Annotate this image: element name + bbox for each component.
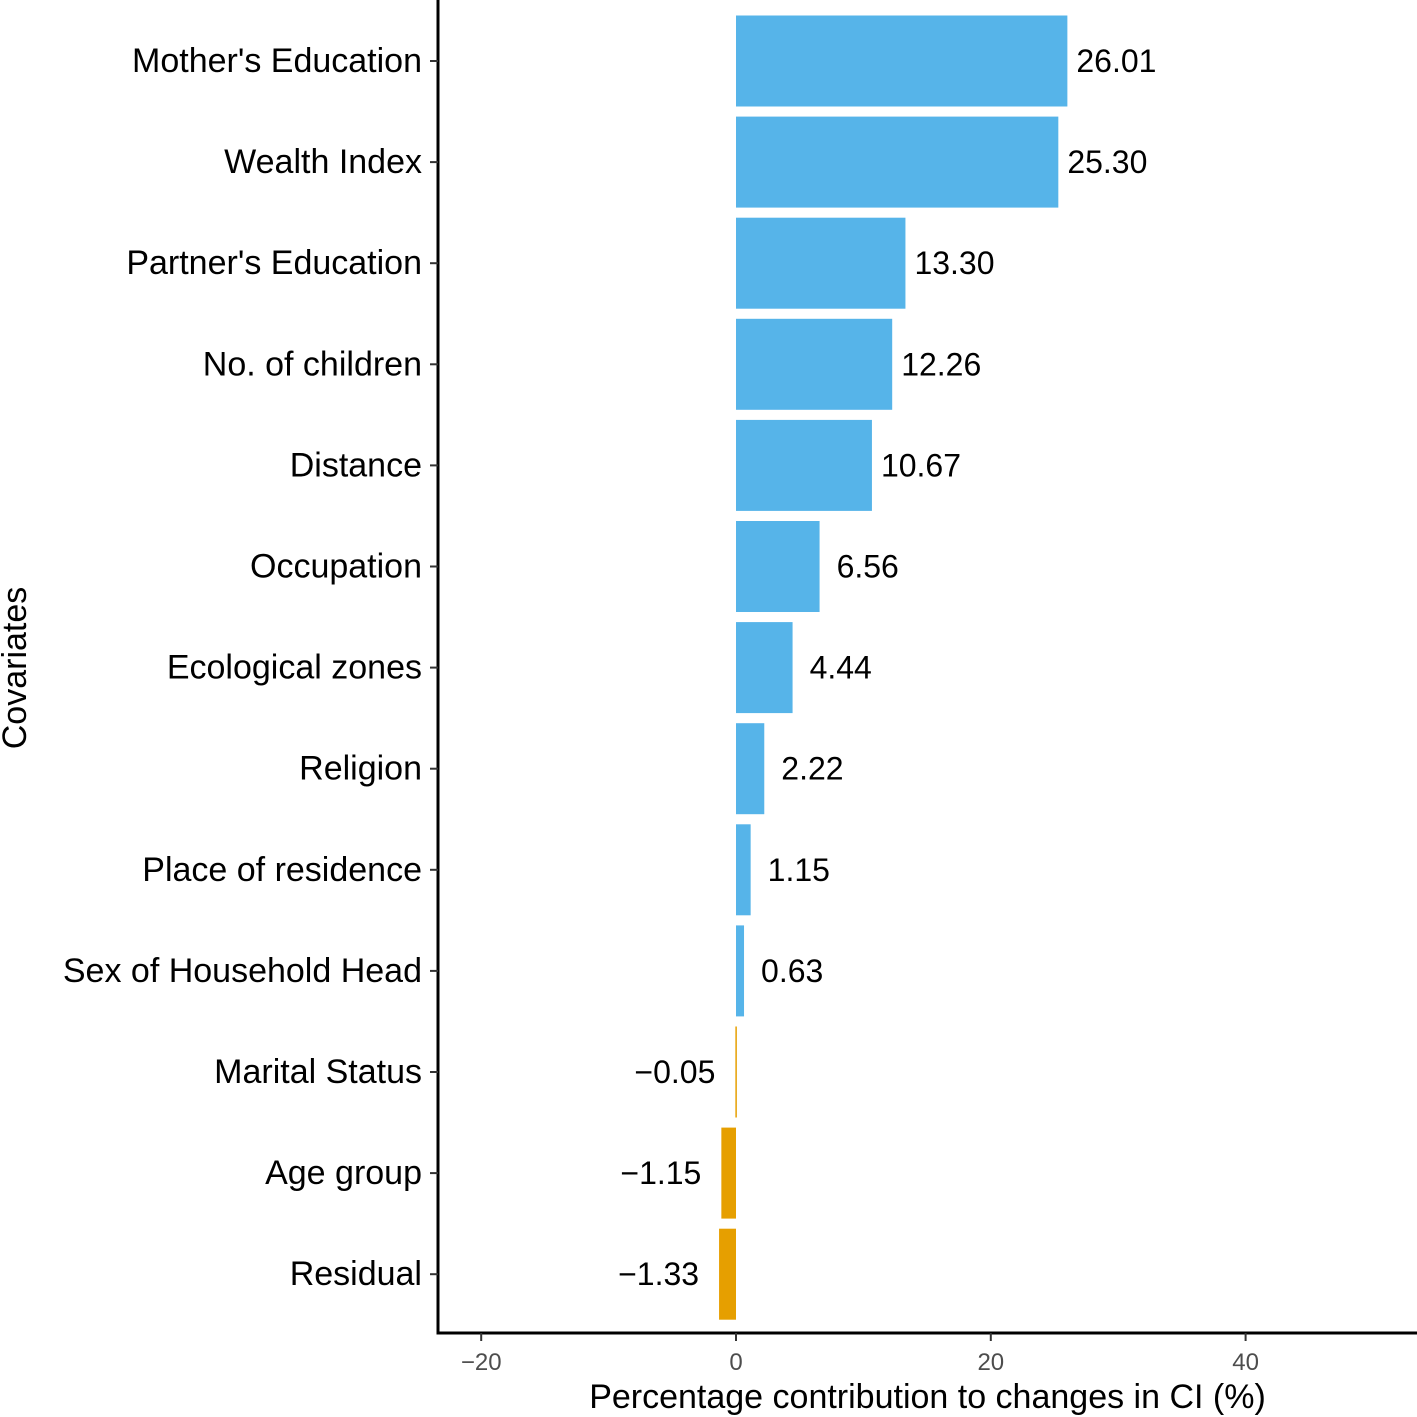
y-tick-label-partner-s-education: Partner's Education	[126, 244, 422, 282]
bar-religion	[736, 723, 765, 815]
bar-place-of-residence	[736, 824, 751, 916]
y-tick-label-marital-status: Marital Status	[214, 1053, 422, 1091]
bar-marital-status	[735, 1026, 737, 1118]
value-label-religion: 2.22	[781, 751, 843, 787]
value-label-mother-s-education: 26.01	[1076, 43, 1156, 79]
bar-occupation	[736, 521, 820, 612]
x-axis: −20 0 20 40	[436, 1331, 1417, 1376]
bar-sex-of-household-head	[736, 925, 745, 1017]
y-tick-label-residual: Residual	[290, 1255, 422, 1293]
x-tick-label-0: −20	[461, 1349, 502, 1376]
value-label-place-of-residence: 1.15	[768, 852, 830, 888]
value-label-age-group: −1.15	[620, 1155, 701, 1191]
y-tick-label-no-of-children: No. of children	[203, 345, 422, 383]
y-tick-label-place-of-residence: Place of residence	[142, 851, 422, 889]
bar-no-of-children	[736, 318, 893, 410]
bar-wealth-index	[736, 116, 1059, 208]
y-tick-label-religion: Religion	[299, 750, 422, 788]
y-tick-label-ecological-zones: Ecological zones	[167, 649, 422, 687]
value-label-residual: −1.33	[618, 1256, 699, 1292]
bars-group	[719, 15, 1068, 1320]
value-label-partner-s-education: 13.30	[914, 245, 994, 281]
y-tick-label-age-group: Age group	[265, 1154, 422, 1192]
y-tick-label-wealth-index: Wealth Index	[224, 143, 422, 181]
bar-residual	[719, 1228, 736, 1320]
x-axis-title: Percentage contribution to changes in CI…	[589, 1378, 1266, 1416]
bar-mother-s-education	[736, 15, 1068, 107]
value-label-sex-of-household-head: 0.63	[761, 953, 823, 989]
bar-distance	[736, 419, 872, 511]
y-axis-title: Covariates	[0, 587, 34, 750]
value-label-wealth-index: 25.30	[1067, 144, 1147, 180]
value-label-no-of-children: 12.26	[901, 346, 981, 382]
y-tick-label-mother-s-education: Mother's Education	[132, 42, 422, 80]
value-label-marital-status: −0.05	[634, 1054, 715, 1090]
bar-partner-s-education	[736, 217, 906, 309]
bar-age-group	[721, 1127, 736, 1219]
y-tick-label-distance: Distance	[290, 446, 422, 484]
y-tick-label-sex-of-household-head: Sex of Household Head	[63, 952, 422, 990]
value-labels-group: 26.01 25.30 13.30 12.26 10.67 6.56 4.44 2.22 1.1…	[618, 43, 1156, 1292]
value-label-distance: 10.67	[881, 447, 961, 483]
y-tick-label-occupation: Occupation	[250, 548, 422, 586]
value-label-occupation: 6.56	[837, 549, 899, 585]
y-axis: Mother's Education Wealth Index Partner's …	[63, 0, 440, 1335]
x-tick-label-3: 40	[1232, 1349, 1259, 1376]
x-tick-label-2: 20	[977, 1349, 1004, 1376]
value-label-ecological-zones: 4.44	[810, 650, 872, 686]
x-tick-label-1: 0	[729, 1349, 742, 1376]
bar-ecological-zones	[736, 622, 793, 714]
